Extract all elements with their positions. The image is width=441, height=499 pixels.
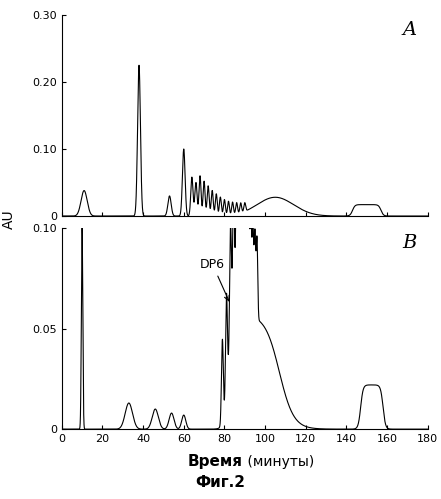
- Text: Фиг.2: Фиг.2: [195, 475, 246, 490]
- Text: B: B: [403, 234, 417, 252]
- Text: Время: Время: [187, 454, 243, 469]
- Text: (минуты): (минуты): [243, 455, 314, 469]
- Text: DP6: DP6: [200, 258, 229, 301]
- Text: AU: AU: [2, 210, 16, 230]
- Text: A: A: [403, 21, 417, 39]
